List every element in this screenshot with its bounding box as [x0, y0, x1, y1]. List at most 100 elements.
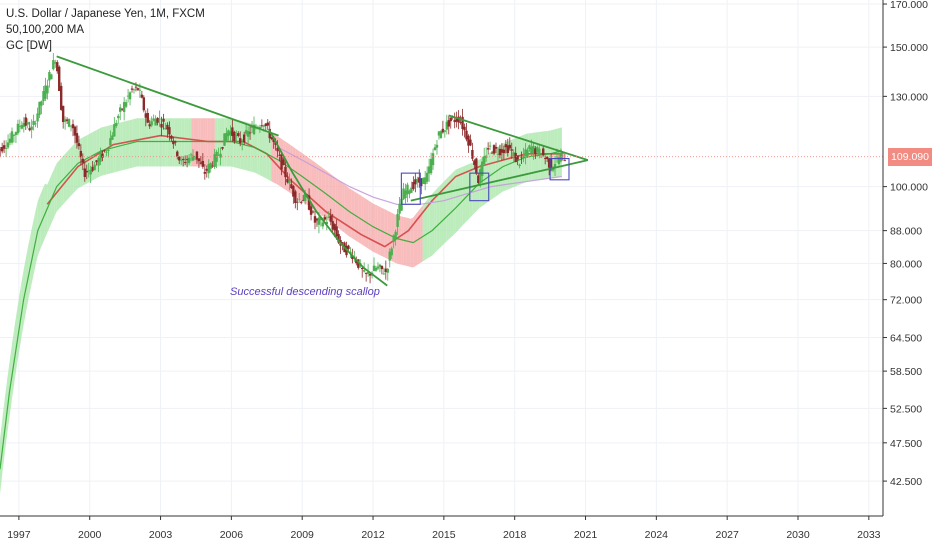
ma-ribbon-segment — [186, 118, 189, 167]
candle-body — [543, 158, 547, 159]
candle-body — [0, 149, 2, 151]
ma-ribbon-segment — [540, 131, 544, 181]
ma-indicator-label[interactable]: 50,100,200 MA — [6, 24, 85, 36]
candle-body — [278, 154, 281, 156]
scallop-trendline — [268, 129, 388, 287]
ma-ribbon-segment — [387, 210, 390, 260]
candle-body — [109, 138, 112, 146]
ma-ribbon-segment — [33, 211, 36, 278]
candle-body — [331, 221, 334, 230]
candle-body — [124, 102, 128, 107]
candle-body — [364, 272, 368, 274]
candle-body — [504, 144, 508, 148]
candle-body — [333, 224, 336, 231]
candle-body — [563, 160, 567, 162]
candle-body — [197, 158, 201, 162]
ma-ribbon-segment — [153, 118, 156, 167]
scallop-annotation: Successful descending scallop — [230, 286, 380, 298]
candle-body — [557, 157, 561, 165]
ma-ribbon-segment — [11, 328, 15, 401]
candle-body — [416, 178, 419, 183]
gc-indicator-label[interactable]: GC [DW] — [6, 40, 52, 52]
candle-body — [140, 94, 144, 98]
candle-body — [335, 226, 338, 237]
candle-body — [30, 126, 33, 130]
candle-body — [406, 184, 409, 195]
ma-ribbon-segment — [141, 118, 145, 167]
candle-body — [172, 140, 175, 145]
highlight-box — [469, 172, 490, 202]
x-tick-label: 2024 — [645, 529, 669, 541]
moving-average-line — [0, 140, 563, 470]
ma-ribbon-segment — [545, 130, 548, 180]
candle-body — [453, 120, 456, 123]
candle-body — [433, 147, 437, 151]
candle-body — [288, 180, 291, 184]
candle-body — [455, 118, 458, 122]
candle-body — [67, 119, 71, 127]
candle-body — [227, 130, 230, 137]
candle-body — [42, 91, 45, 102]
candle-body — [97, 157, 100, 166]
trendline — [448, 114, 589, 162]
candle-body — [376, 266, 380, 269]
candle-body — [120, 108, 124, 110]
candle-body — [148, 124, 151, 127]
candle-body — [180, 159, 183, 161]
candle-body — [189, 154, 193, 156]
ma-ribbon-segment — [483, 154, 487, 205]
ma-ribbon-segment — [207, 118, 211, 167]
candle-body — [132, 89, 136, 91]
candle-body — [398, 203, 401, 214]
candle-body — [183, 162, 187, 163]
ma-ribbon-segment — [155, 118, 159, 167]
candle-body — [164, 128, 167, 130]
candle-body — [258, 127, 262, 129]
candle-body — [152, 118, 155, 121]
ma-ribbon-segment — [151, 118, 154, 167]
candle-body — [150, 121, 153, 126]
candle-body — [199, 162, 203, 164]
ma-ribbon-segment — [427, 196, 430, 259]
candle-body — [154, 119, 157, 126]
candle-body — [382, 273, 386, 275]
ma-ribbon-segment — [434, 188, 437, 254]
candle-body — [447, 120, 450, 127]
candle-body — [233, 131, 236, 141]
candle-body — [24, 117, 27, 126]
ma-ribbon-segment — [363, 197, 366, 248]
candle-body — [244, 130, 248, 134]
candle-body — [337, 234, 340, 243]
candle-body — [201, 160, 205, 167]
candle-body — [463, 126, 466, 131]
ma-ribbon-segment — [40, 189, 43, 250]
candle-body — [296, 201, 299, 203]
candle-body — [459, 122, 462, 124]
ma-ribbon-segment — [169, 118, 173, 167]
ma-ribbon-segment — [455, 168, 459, 233]
x-tick-label: 2021 — [574, 529, 598, 541]
candle-body — [520, 156, 523, 158]
candle-body — [79, 150, 83, 158]
candle-body — [514, 152, 517, 163]
candle-body — [390, 248, 393, 256]
candle-body — [547, 158, 551, 168]
ma-ribbon-segment — [198, 118, 201, 167]
candle-body — [193, 156, 197, 157]
ma-ribbon-segment — [458, 167, 461, 231]
ma-ribbon-segment — [14, 313, 17, 384]
candle-body — [119, 107, 122, 112]
candle-body — [311, 211, 315, 213]
candle-body — [240, 141, 244, 143]
candle-body — [260, 125, 264, 127]
candle-body — [498, 148, 502, 156]
x-tick-label: 2009 — [291, 529, 315, 541]
candle-body — [38, 101, 41, 115]
candle-body — [518, 164, 521, 167]
candle-body — [262, 125, 266, 127]
candle-body — [2, 145, 6, 149]
ma-ribbon-segment — [25, 245, 29, 313]
candle-body — [158, 118, 161, 120]
